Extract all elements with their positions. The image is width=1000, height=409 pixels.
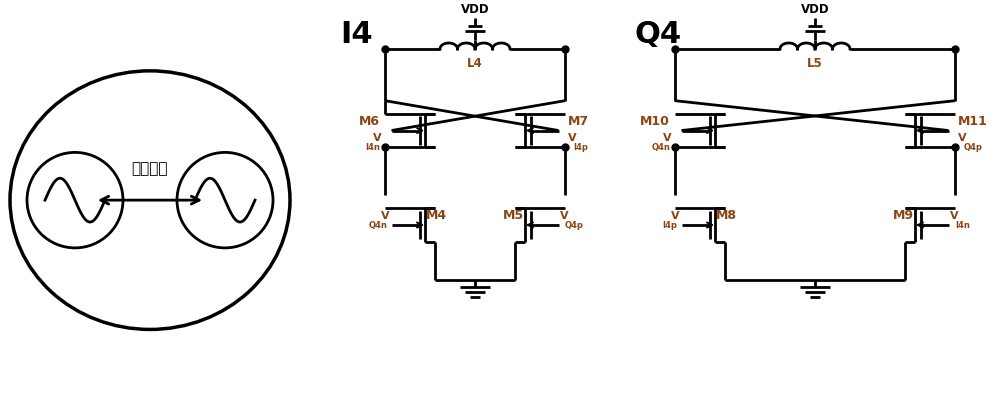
Text: V: V: [663, 133, 672, 144]
Text: M10: M10: [640, 115, 670, 128]
Text: 正交耦合: 正交耦合: [132, 161, 168, 176]
Text: Q4p: Q4p: [964, 144, 982, 153]
Text: VDD: VDD: [801, 3, 829, 16]
Text: M4: M4: [426, 209, 447, 222]
Text: I4p: I4p: [663, 221, 678, 230]
Text: VDD: VDD: [461, 3, 489, 16]
Text: M5: M5: [503, 209, 524, 222]
Text: I4n: I4n: [955, 221, 970, 230]
Text: L5: L5: [807, 57, 823, 70]
Text: V: V: [671, 211, 680, 221]
Text: I4n: I4n: [365, 144, 380, 153]
Text: Q4: Q4: [635, 20, 682, 49]
Text: V: V: [568, 133, 577, 144]
Text: M6: M6: [359, 115, 380, 128]
Text: M11: M11: [958, 115, 988, 128]
Text: M9: M9: [893, 209, 914, 222]
Text: I4p: I4p: [574, 144, 588, 153]
Text: V: V: [560, 211, 568, 221]
Text: M7: M7: [568, 115, 589, 128]
Text: L4: L4: [467, 57, 483, 70]
Text: V: V: [373, 133, 382, 144]
Text: V: V: [381, 211, 390, 221]
Text: Q4n: Q4n: [369, 221, 388, 230]
Text: I4: I4: [340, 20, 373, 49]
Text: V: V: [949, 211, 958, 221]
Text: Q4n: Q4n: [651, 144, 670, 153]
Text: Q4p: Q4p: [565, 221, 584, 230]
Text: V: V: [958, 133, 967, 144]
Text: M8: M8: [716, 209, 737, 222]
